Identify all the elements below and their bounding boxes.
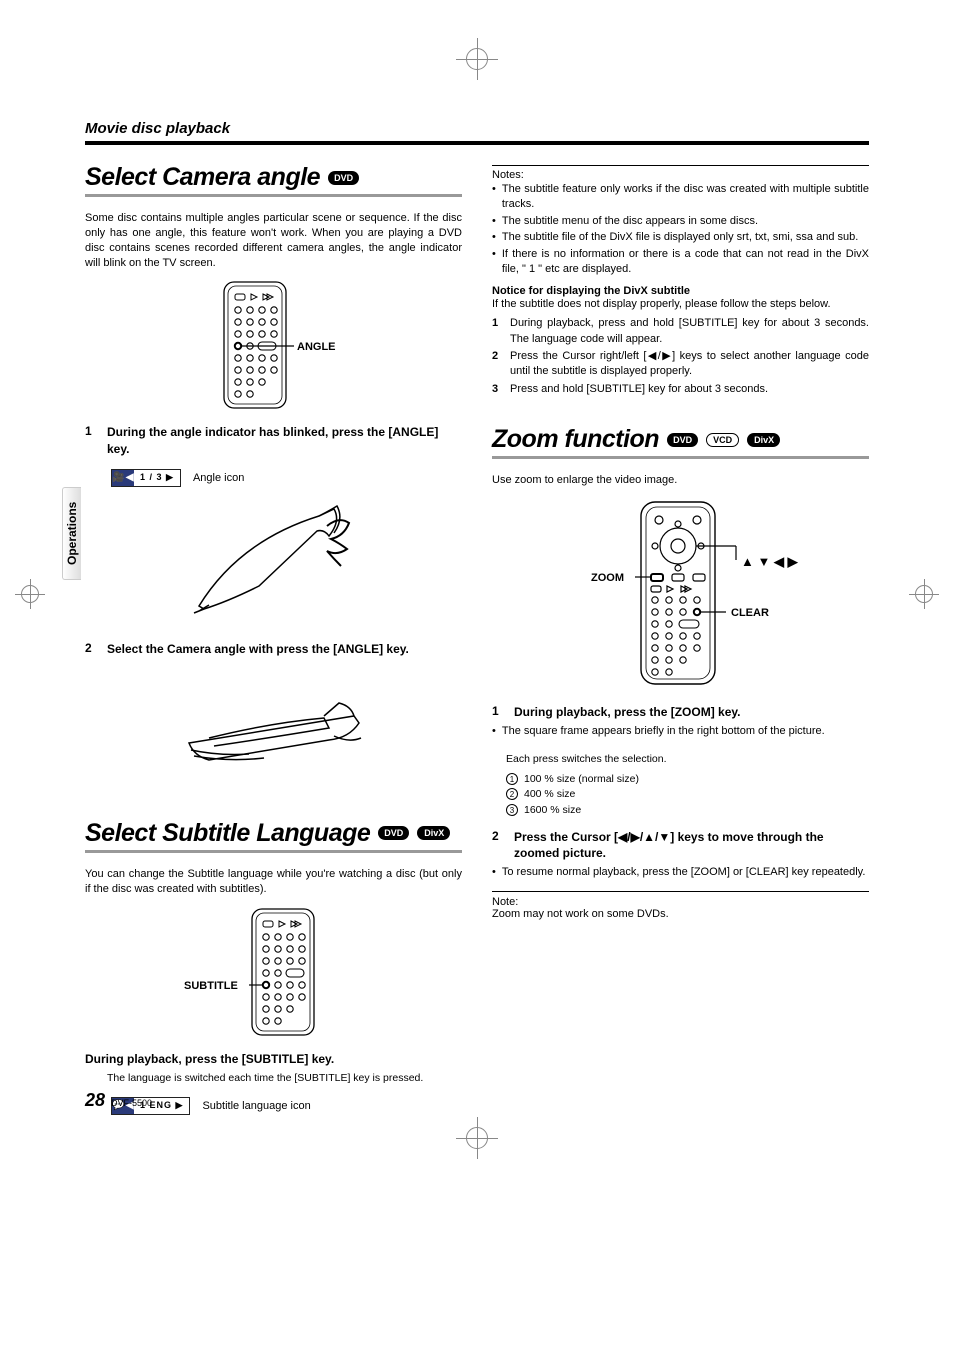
notice-body: If the subtitle does not display properl… <box>492 297 869 312</box>
page-number: 28 <box>85 1090 105 1111</box>
angle-osd-icon: 🎥◀ 1 / 3 ▶ <box>111 469 181 487</box>
title-text: Select Camera angle <box>85 163 320 192</box>
subtitle-step-body: The language is switched each time the [… <box>107 1071 462 1085</box>
notice-step-1: During playback, press and hold [SUBTITL… <box>510 316 869 347</box>
badge-dvd: DVD <box>667 433 698 447</box>
illustration-boat-2 <box>179 663 369 783</box>
zoom-step1-title: During playback, press the [ZOOM] key. <box>514 704 869 720</box>
svg-text:ZOOM: ZOOM <box>591 572 624 584</box>
step-number: 1 <box>85 424 97 456</box>
svg-text:SUBTITLE: SUBTITLE <box>184 980 238 992</box>
camera-intro: Some disc contains multiple angles parti… <box>85 211 462 270</box>
badge-divx: DivX <box>417 826 450 840</box>
subtitle-icon-label: Subtitle language icon <box>202 1100 310 1112</box>
zoom-step2-title: Press the Cursor [◀/▶/▲/▼] keys to move … <box>514 829 869 861</box>
zoom-intro: Use zoom to enlarge the video image. <box>492 473 869 488</box>
model-number: DVF-5500 <box>111 1098 152 1108</box>
subtitle-step-title: During playback, press the [SUBTITLE] ke… <box>85 1051 462 1067</box>
heading-zoom: Zoom function DVD VCD DivX <box>492 425 869 459</box>
angle-icon-label: Angle icon <box>193 472 244 484</box>
heading-camera-angle: Select Camera angle DVD <box>85 163 462 197</box>
page-footer: 28 DVF-5500 <box>85 1090 152 1111</box>
remote-subtitle-diagram: SUBTITLE <box>174 907 374 1037</box>
zoom-step2-bullet: To resume normal playback, press the [ZO… <box>502 865 869 880</box>
subtitle-intro: You can change the Subtitle language whi… <box>85 867 462 897</box>
svg-text:CLEAR: CLEAR <box>731 607 769 619</box>
remote-zoom-diagram: ZOOM CLEAR ▲ ▼ ◀ ▶ <box>541 498 821 688</box>
notice-step-2: Press the Cursor right/left [◀/▶] keys t… <box>510 349 869 380</box>
badge-divx: DivX <box>747 433 780 447</box>
zoom-note-body: Zoom may not work on some DVDs. <box>492 908 869 920</box>
step-number: 1 <box>492 704 504 720</box>
zoom-sizes: 1100 % size (normal size) 2400 % size 31… <box>506 772 869 819</box>
svg-text:▲ ▼ ◀ ▶: ▲ ▼ ◀ ▶ <box>741 554 799 569</box>
section-header: Movie disc playback <box>85 120 869 145</box>
camera-step1: During the angle indicator has blinked, … <box>107 424 462 456</box>
notice-step-3: Press and hold [SUBTITLE] key for about … <box>510 382 869 397</box>
badge-dvd: DVD <box>378 826 409 840</box>
svg-text:ANGLE: ANGLE <box>297 341 336 353</box>
title-text: Select Subtitle Language <box>85 819 370 848</box>
heading-subtitle: Select Subtitle Language DVD DivX <box>85 819 462 853</box>
camera-step2: Select the Camera angle with press the [… <box>107 641 462 657</box>
illustration-boat-1 <box>179 501 369 621</box>
step-number: 2 <box>492 829 504 861</box>
notes-header: Notes: <box>492 165 869 181</box>
zoom-step1-bullet: The square frame appears briefly in the … <box>502 724 869 739</box>
zoom-presses-line: Each press switches the selection. <box>506 752 869 766</box>
notes-list: •The subtitle feature only works if the … <box>492 182 869 277</box>
title-text: Zoom function <box>492 425 659 454</box>
step-number: 2 <box>85 641 97 657</box>
notice-title: Notice for displaying the DivX subtitle <box>492 285 869 297</box>
badge-vcd: VCD <box>706 433 739 447</box>
badge-dvd: DVD <box>328 171 359 185</box>
zoom-note-header: Note: <box>492 896 869 908</box>
remote-angle-diagram: ANGLE <box>189 280 359 410</box>
